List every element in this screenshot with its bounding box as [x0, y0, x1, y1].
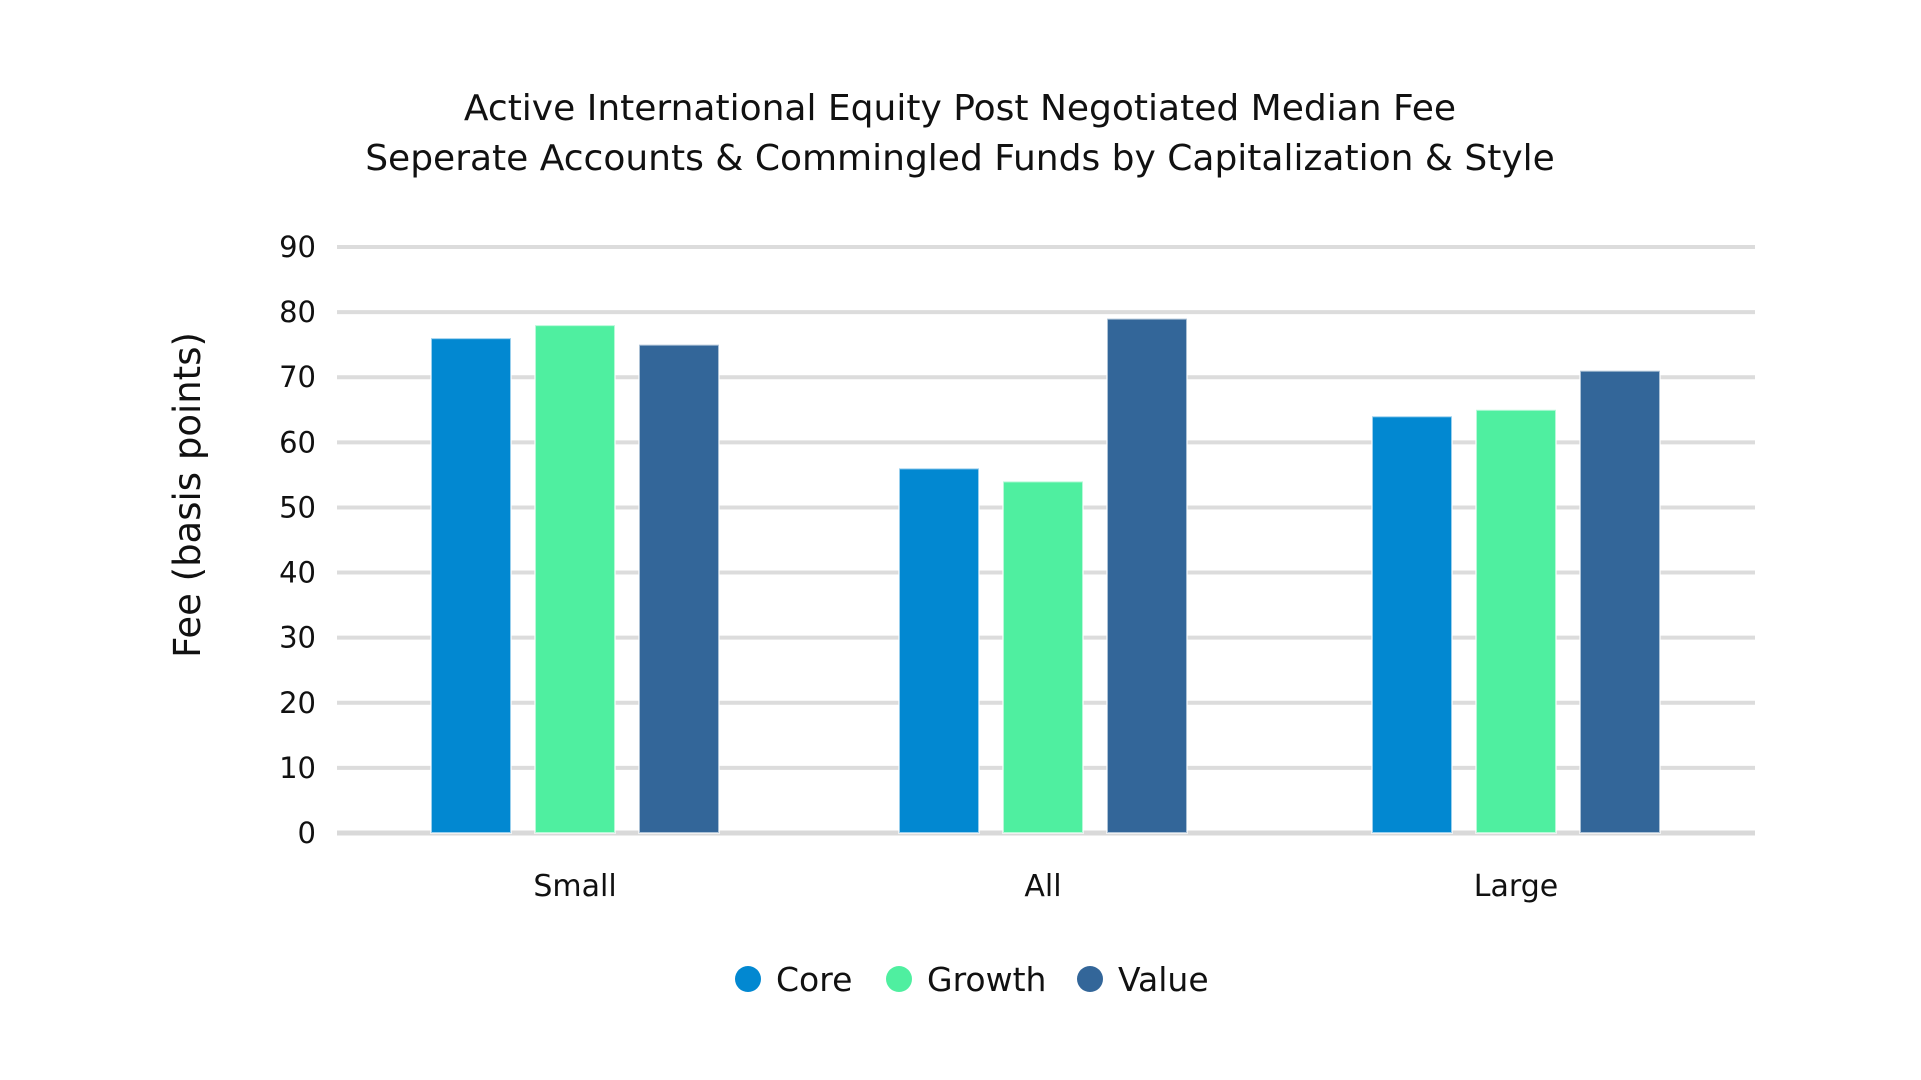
x-axis-categories: Small All Large [533, 869, 1558, 904]
bar-value-all [1106, 317, 1188, 835]
legend-item-core: Core [735, 960, 852, 999]
chart-subtitle: Seperate Accounts & Commingled Funds by … [365, 138, 1555, 179]
bar-growth-large [1475, 408, 1557, 834]
y-tick-label: 10 [279, 751, 316, 785]
y-tick-label: 60 [279, 425, 316, 459]
x-category-label: All [1024, 869, 1061, 904]
x-category-label: Large [1474, 869, 1558, 904]
chart-title: Active International Equity Post Negotia… [464, 88, 1456, 129]
y-tick-label: 0 [298, 816, 316, 850]
bar-core-large [1371, 415, 1453, 834]
legend-label: Value [1118, 960, 1209, 999]
legend-marker [735, 966, 761, 992]
y-tick-label: 30 [279, 621, 316, 655]
legend-label: Growth [927, 960, 1046, 999]
x-category-label: Small [533, 869, 616, 904]
bar-value-large [1579, 369, 1661, 834]
legend: Core Growth Value [735, 960, 1209, 999]
bar-growth-all [1002, 480, 1084, 834]
bar-growth-small [534, 324, 616, 834]
legend-item-value: Value [1077, 960, 1209, 999]
bar-value-small [638, 343, 720, 834]
bars [430, 317, 1661, 835]
bar-core-all [898, 467, 980, 834]
y-tick-label: 80 [279, 295, 316, 329]
y-tick-label: 20 [279, 686, 316, 720]
legend-marker [886, 966, 912, 992]
legend-marker [1077, 966, 1103, 992]
y-tick-label: 40 [279, 556, 316, 590]
y-tick-label: 50 [279, 490, 316, 524]
y-tick-label: 90 [279, 230, 316, 264]
legend-label: Core [776, 960, 852, 999]
y-tick-label: 70 [279, 360, 316, 394]
legend-item-growth: Growth [886, 960, 1046, 999]
y-axis-title: Fee (basis points) [166, 332, 209, 658]
bar-core-small [430, 337, 512, 834]
y-axis-ticks: 0 10 20 30 40 50 60 70 80 90 [279, 230, 316, 850]
